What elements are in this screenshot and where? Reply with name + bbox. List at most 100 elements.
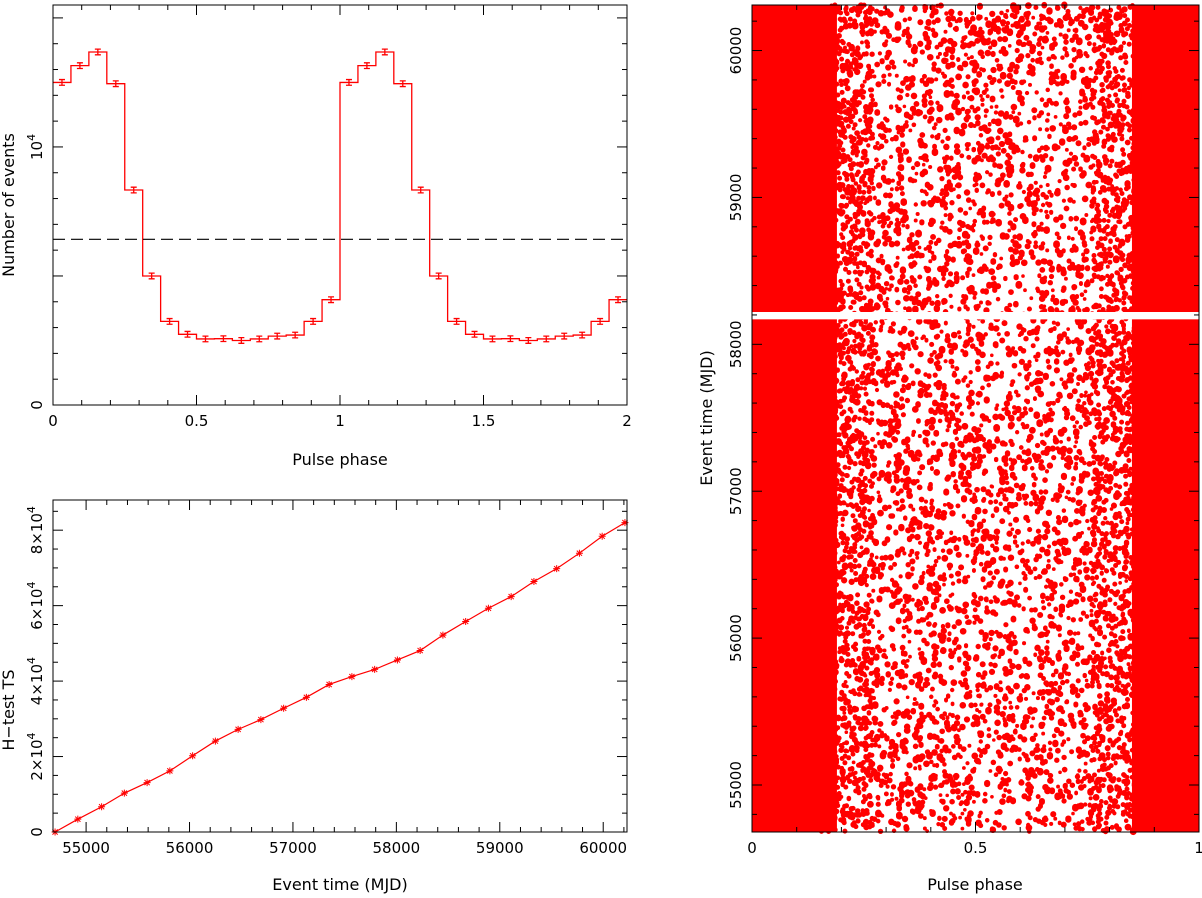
htest-point	[189, 752, 197, 760]
pulse-profile-bin	[238, 336, 245, 344]
htest-point	[302, 693, 310, 701]
htest-point	[416, 647, 424, 655]
pulse-profile-panel: 0 0.5 1 1.5 2 0 104 Pulse phase Number of even…	[0, 4, 632, 469]
htest-point	[234, 725, 242, 733]
phaseogram-ytick-label: 57000	[727, 467, 745, 515]
pulse-profile-bin	[507, 335, 514, 343]
pulse-profile-bin	[274, 332, 281, 340]
htest-point	[143, 779, 151, 787]
htest-xtick-label: 60000	[579, 839, 627, 857]
htest-ytick-label: 6×104	[25, 582, 46, 630]
pulse-profile-bin	[345, 78, 352, 86]
pulse-profile-bin	[381, 48, 388, 56]
htest-point	[280, 704, 288, 712]
pulse-profile-ticks: 0 0.5 1 1.5 2 0 104	[25, 5, 632, 430]
pulse-profile-bin	[76, 62, 83, 70]
htest-xtick-label: 59000	[476, 839, 524, 857]
phaseogram-ytick-label: 60000	[727, 27, 745, 75]
pulse-profile-histogram	[53, 51, 627, 342]
htest-ticks: 55000 56000 57000 58000 59000 60000 0 2×104 4×10…	[25, 500, 627, 857]
pulse-profile-bin	[579, 331, 586, 339]
phaseogram-panel: 0 0.5 1 55000 56000 57000 58000 59000 60000 Puls…	[697, 1, 1202, 894]
pulse-profile-bin	[148, 272, 155, 280]
pulse-profile-bin	[543, 335, 550, 343]
htest-point	[484, 604, 492, 612]
htest-xtick-label: 55000	[62, 839, 110, 857]
htest-point	[507, 593, 515, 601]
htest-point	[166, 767, 174, 775]
htest-point	[530, 577, 538, 585]
phaseogram-onpulse-band	[1131, 5, 1199, 832]
htest-ytick-label: 2×104	[25, 732, 46, 780]
htest-line	[54, 522, 626, 833]
phaseogram-ylabel: Event time (MJD)	[697, 350, 716, 485]
pulse-profile-bin	[328, 296, 335, 304]
phaseogram-ytick-label: 56000	[727, 614, 745, 662]
pulse-profile-bin	[399, 80, 406, 88]
htest-point	[257, 716, 265, 724]
pulse-profile-xtick-label: 1.5	[472, 412, 496, 430]
pulse-profile-xlabel: Pulse phase	[292, 450, 388, 469]
htest-xtick-label: 58000	[373, 839, 421, 857]
htest-xlabel: Event time (MJD)	[272, 875, 407, 894]
pulse-profile-bin	[417, 186, 424, 194]
phaseogram-ytick-label: 58000	[727, 320, 745, 368]
htest-point	[120, 789, 128, 797]
htest-point	[462, 617, 470, 625]
pulse-profile-bin	[597, 317, 604, 325]
phaseogram-xtick-label: 1	[1194, 839, 1202, 857]
htest-point	[598, 532, 606, 540]
phaseogram-points	[752, 1, 1199, 836]
htest-ylabel: H−test TS	[0, 669, 18, 750]
pulse-profile-xtick-label: 0	[48, 412, 58, 430]
pulse-profile-xtick-label: 0.5	[185, 412, 209, 430]
pulse-profile-bin	[525, 336, 532, 344]
phaseogram-photons	[825, 1, 1144, 836]
pulse-profile-bin	[435, 272, 442, 280]
htest-point	[74, 815, 82, 823]
htest-point	[325, 680, 333, 688]
pulse-profile-bin	[58, 78, 65, 86]
htest-point	[553, 565, 561, 573]
pulse-profile-bin	[130, 186, 137, 194]
htest-point	[575, 549, 583, 557]
pulse-profile-xtick-label: 2	[622, 412, 632, 430]
htest-ytick-label: 8×104	[25, 506, 46, 554]
phaseogram-data-gap	[752, 312, 1199, 320]
pulse-profile-bin	[561, 332, 568, 340]
htest-point	[439, 631, 447, 639]
pulse-profile-bin	[471, 330, 478, 338]
pulse-profile-bin	[292, 331, 299, 339]
pulse-profile-xtick-label: 1	[335, 412, 345, 430]
phaseogram-xtick-label: 0.5	[964, 839, 988, 857]
pulse-profile-bin	[202, 335, 209, 343]
pulse-profile-ytick-label: 0	[28, 400, 46, 410]
pulse-profile-bin	[94, 48, 101, 56]
pulse-profile-bin	[166, 317, 173, 325]
htest-point	[393, 656, 401, 664]
phaseogram-photons-edge	[816, 2, 1148, 835]
pulse-profile-bin	[453, 317, 460, 325]
pulse-profile-bin	[256, 335, 263, 343]
pulse-profile-bin	[363, 62, 370, 70]
htest-xtick-label: 57000	[269, 839, 317, 857]
htest-point	[348, 673, 356, 681]
phaseogram-ticks: 0 0.5 1 55000 56000 57000 58000 59000 60000	[727, 5, 1202, 857]
htest-point	[621, 519, 629, 527]
htest-frame	[52, 499, 628, 833]
pulse-profile-series	[53, 48, 627, 344]
htest-ytick-label: 0	[28, 827, 46, 837]
pulse-profile-bin	[184, 330, 191, 338]
phaseogram-ytick-label: 59000	[727, 174, 745, 222]
htest-series	[51, 519, 629, 836]
htest-point	[98, 803, 106, 811]
phaseogram-xtick-label: 0	[747, 839, 757, 857]
pulse-profile-bin	[489, 335, 496, 343]
phaseogram-xlabel: Pulse phase	[927, 875, 1023, 894]
pulse-profile-bin	[615, 296, 622, 304]
htest-xtick-label: 56000	[166, 839, 214, 857]
pulse-profile-bin	[112, 80, 119, 88]
pulse-profile-bin	[310, 317, 317, 325]
htest-point	[211, 737, 219, 745]
pulse-profile-bin	[220, 335, 227, 343]
